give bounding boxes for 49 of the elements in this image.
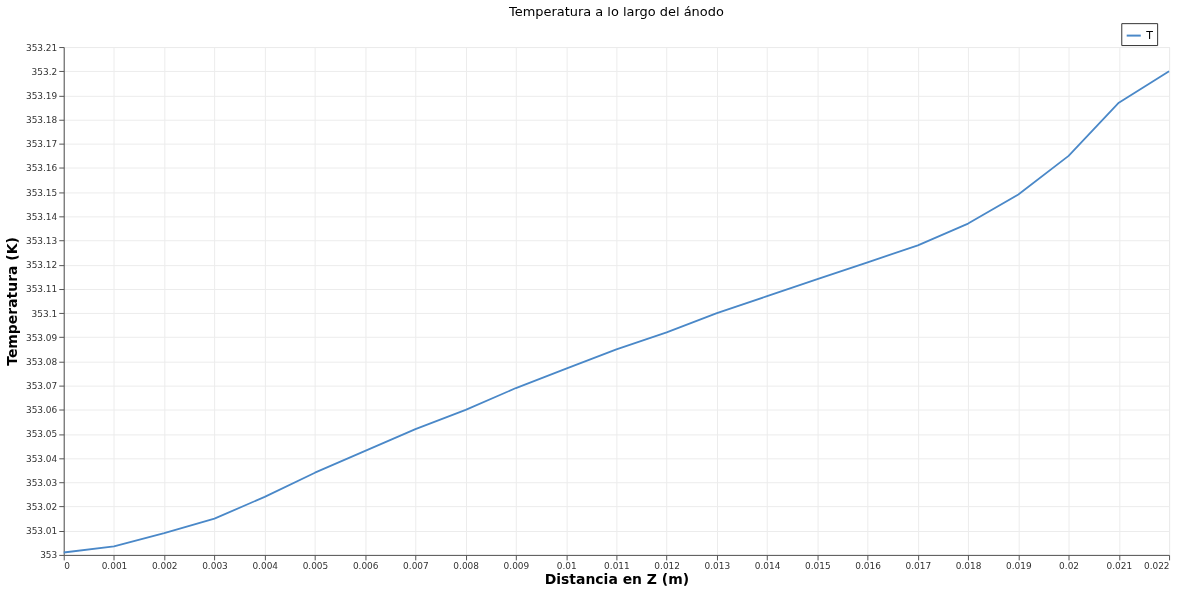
x-tick-label: 0.014: [754, 561, 781, 572]
y-tick-label: 353.09: [25, 332, 58, 343]
x-tick-label: 0.011: [604, 561, 630, 572]
y-tick-label: 353.04: [25, 453, 58, 464]
x-tick-label: 0.007: [403, 561, 429, 572]
y-tick-label: 353.03: [25, 477, 58, 488]
y-tick-label: 353.05: [25, 429, 58, 440]
y-tick-label: 353.06: [25, 405, 58, 416]
x-tick-label: 0.021: [1106, 561, 1133, 572]
y-tick-label: 353.15: [25, 187, 58, 198]
x-tick-label: 0.016: [855, 561, 882, 572]
x-tick-label: 0.004: [252, 561, 279, 572]
y-tick-label: 353.14: [25, 211, 58, 222]
y-tick-label: 353.2: [31, 66, 58, 77]
x-tick-label: 0: [64, 561, 71, 572]
x-tick-label: 0.006: [352, 561, 379, 572]
x-tick-label: 0.003: [202, 561, 228, 572]
y-tick-label: 353.02: [25, 502, 58, 513]
x-tick-label: 0.022: [1143, 561, 1170, 572]
x-axis-title: Distancia en Z (m): [544, 571, 690, 588]
x-tick-label: 0.018: [955, 561, 982, 572]
x-tick-label: 0.005: [302, 561, 329, 572]
y-tick-label: 353.1: [31, 308, 58, 319]
x-tick-label: 0.009: [503, 561, 530, 572]
y-tick-label: 353.12: [25, 260, 58, 271]
x-tick-label: 0.013: [704, 561, 731, 572]
y-tick-label: 353.13: [25, 236, 58, 246]
y-tick-label: 353: [40, 550, 58, 561]
y-tick-label: 353.19: [25, 90, 58, 101]
y-tick-label: 353.16: [25, 163, 58, 174]
y-tick-label: 353.08: [25, 356, 58, 367]
y-tick-label: 353.17: [25, 139, 58, 150]
x-tick-label: 0.015: [805, 561, 831, 572]
x-tick-label: 0.001: [101, 561, 128, 572]
legend-label: T: [1145, 28, 1154, 42]
chart-title: Temperatura a lo largo del ánodo: [507, 3, 724, 19]
x-tick-label: 0.017: [905, 561, 932, 572]
x-tick-label: 0.019: [1006, 561, 1032, 572]
x-tick-label: 0.002: [151, 561, 178, 572]
x-tick-label: 0.02: [1059, 561, 1080, 572]
x-tick-label: 0.008: [453, 561, 480, 572]
y-axis-title: Temperatura (K): [3, 237, 20, 366]
y-tick-label: 353.18: [25, 115, 58, 126]
y-tick-label: 353.07: [25, 381, 58, 392]
x-tick-label: 0.012: [654, 561, 680, 572]
y-tick-label: 353.01: [25, 526, 58, 537]
x-tick-label: 0.01: [556, 561, 577, 572]
y-tick-label: 353.21: [25, 42, 58, 53]
y-tick-label: 353.11: [25, 284, 58, 295]
